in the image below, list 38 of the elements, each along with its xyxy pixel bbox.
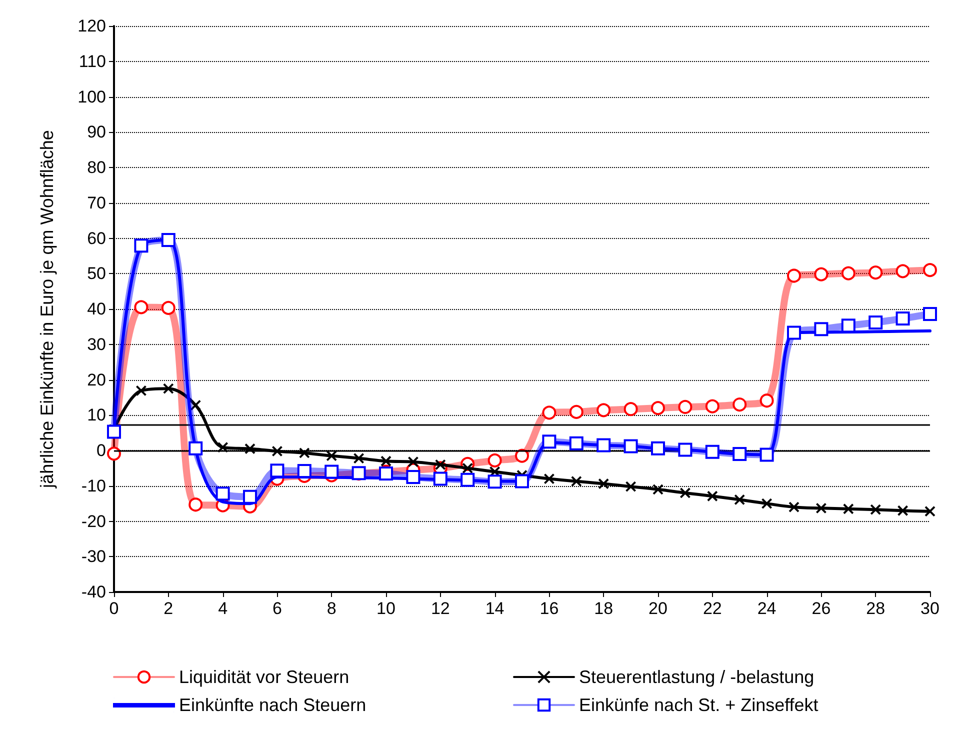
y-tick-label: 50 [87, 264, 106, 284]
legend-label: Steuerentlastung / -belastung [579, 667, 814, 687]
y-tick-label: 20 [87, 370, 106, 390]
x-tick-label: 14 [485, 599, 504, 618]
legend-label: Einkünfe nach St. + Zinseffekt [579, 695, 818, 715]
y-tick-label: 120 [78, 16, 106, 36]
x-tick-label: 22 [702, 599, 722, 618]
y-tick-label: -30 [81, 547, 106, 566]
y-tick-label: 90 [87, 122, 106, 142]
y-tick-label: 40 [87, 300, 106, 318]
x-tick-label: 20 [648, 599, 668, 618]
y-tick-label: -40 [81, 582, 106, 602]
x-tick-label: 30 [920, 599, 940, 618]
x-tick-label: 0 [109, 599, 119, 618]
y-tick-label: 80 [87, 158, 106, 177]
x-tick-label: 10 [376, 599, 396, 618]
y-tick-label: 10 [87, 406, 106, 425]
y-tick-label: 70 [87, 193, 106, 212]
y-tick-label: 60 [87, 228, 106, 248]
x-tick-label: 2 [164, 599, 174, 618]
x-tick-label: 26 [812, 599, 831, 618]
legend-label: Liquidität vor Steuern [179, 667, 350, 687]
x-tick-label: 16 [540, 599, 559, 618]
legend-label: Einkünfte nach Steuern [179, 695, 366, 715]
y-tick-label: 30 [87, 334, 106, 354]
y-tick-label: -20 [81, 512, 106, 531]
x-tick-label: 24 [757, 599, 776, 618]
x-tick-label: 4 [218, 599, 228, 618]
y-axis-title: jährliche Einkünfte in Euro je qm Wohnfläche [37, 130, 57, 489]
x-tick-label: 6 [272, 599, 282, 618]
y-tick-label: -10 [81, 476, 106, 496]
y-tick-label: 110 [78, 52, 106, 71]
x-tick-label: 8 [326, 599, 336, 618]
y-tick-label: 100 [78, 87, 106, 106]
x-tick-label: 12 [430, 599, 450, 618]
x-tick-label: 28 [866, 599, 886, 618]
x-tick-label: 18 [594, 599, 614, 618]
y-tick-label: 0 [96, 441, 106, 460]
